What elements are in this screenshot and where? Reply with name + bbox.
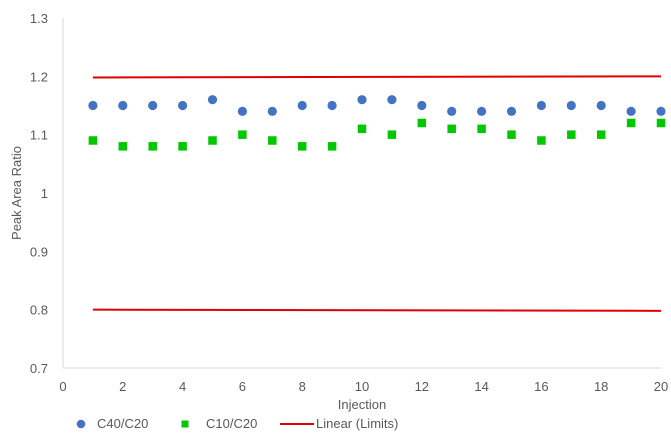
point-c10-c20 [477,124,486,134]
point-c10-c20 [268,136,277,145]
x-tick-label: 10 [355,379,369,394]
point-c40-c20 [536,100,547,111]
data-points-group [88,95,666,151]
point-c40-c20 [148,100,158,111]
point-c40-c20 [327,100,337,111]
point-c40-c20 [477,106,487,116]
point-c40-c20 [237,106,247,116]
point-c10-c20 [656,118,666,128]
x-tick-label: 2 [119,379,126,394]
point-c10-c20 [417,118,427,128]
point-c40-c20 [267,106,277,116]
point-c10-c20 [626,118,636,128]
y-axis-label: Peak Area Ratio [9,146,24,240]
point-c10-c20 [507,130,516,139]
point-c10-c20 [596,130,606,139]
point-c40-c20 [506,106,517,116]
point-c10-c20 [327,142,337,151]
y-tick-label: 1.1 [30,128,48,143]
x-tick-label: 12 [415,379,429,394]
point-c10-c20 [208,136,217,145]
x-tick-label: 14 [474,379,488,394]
x-tick-label: 4 [179,379,186,394]
point-c10-c20 [387,130,397,139]
point-c40-c20 [207,95,218,105]
y-tick-label: 0.8 [30,303,48,318]
point-c10-c20 [537,136,546,145]
point-c10-c20 [447,124,456,134]
point-c10-c20 [148,142,157,151]
x-tick-label: 18 [594,379,608,394]
y-tick-label: 1 [41,186,48,201]
lower-limit-line [92,308,662,312]
x-axis-label: Injection [338,397,386,412]
legend-label-c40-c20: C40/C20 [97,416,148,431]
point-c10-c20 [88,136,98,145]
point-c40-c20 [357,95,367,105]
point-c40-c20 [447,106,457,116]
y-tick-label: 0.9 [30,244,48,259]
point-c40-c20 [596,100,606,111]
point-c40-c20 [566,100,576,111]
legend-label-c10-c20: C10/C20 [206,416,257,431]
point-c10-c20 [297,142,307,151]
point-c40-c20 [118,100,128,111]
point-c10-c20 [118,142,128,151]
y-tick-label: 1.3 [30,11,48,26]
x-tick-label: 8 [299,379,306,394]
x-tick-label: 0 [59,379,66,394]
point-c40-c20 [387,95,397,105]
point-c10-c20 [357,124,367,134]
point-c40-c20 [297,100,307,111]
y-tick-label: 1.2 [30,69,48,84]
limit-lines-group [92,75,662,312]
point-c10-c20 [238,130,247,139]
point-c40-c20 [88,100,98,111]
axes-group [62,18,661,369]
x-tick-label: 20 [654,379,668,394]
legend-label-linear-limits-: Linear (Limits) [316,416,398,431]
y-tick-label: 0.7 [30,361,48,376]
x-tick-label: 6 [239,379,246,394]
x-tick-label: 16 [534,379,548,394]
point-c40-c20 [626,106,636,116]
point-c40-c20 [656,106,666,116]
legend: C40/C20 C10/C20 Linear (Limits) [76,416,398,431]
legend-marker-c40-c20 [76,419,86,429]
upper-limit-line [92,75,662,79]
point-c40-c20 [178,100,188,111]
point-c40-c20 [417,100,427,111]
tick-labels-group: 0.7 0.8 0.9 1 1.1 1.2 1.3 0 2 4 6 8 10 12 14 16 18 20 [30,11,668,394]
legend-marker-c10-c20 [181,420,189,428]
point-c10-c20 [178,142,187,151]
point-c10-c20 [567,130,576,139]
